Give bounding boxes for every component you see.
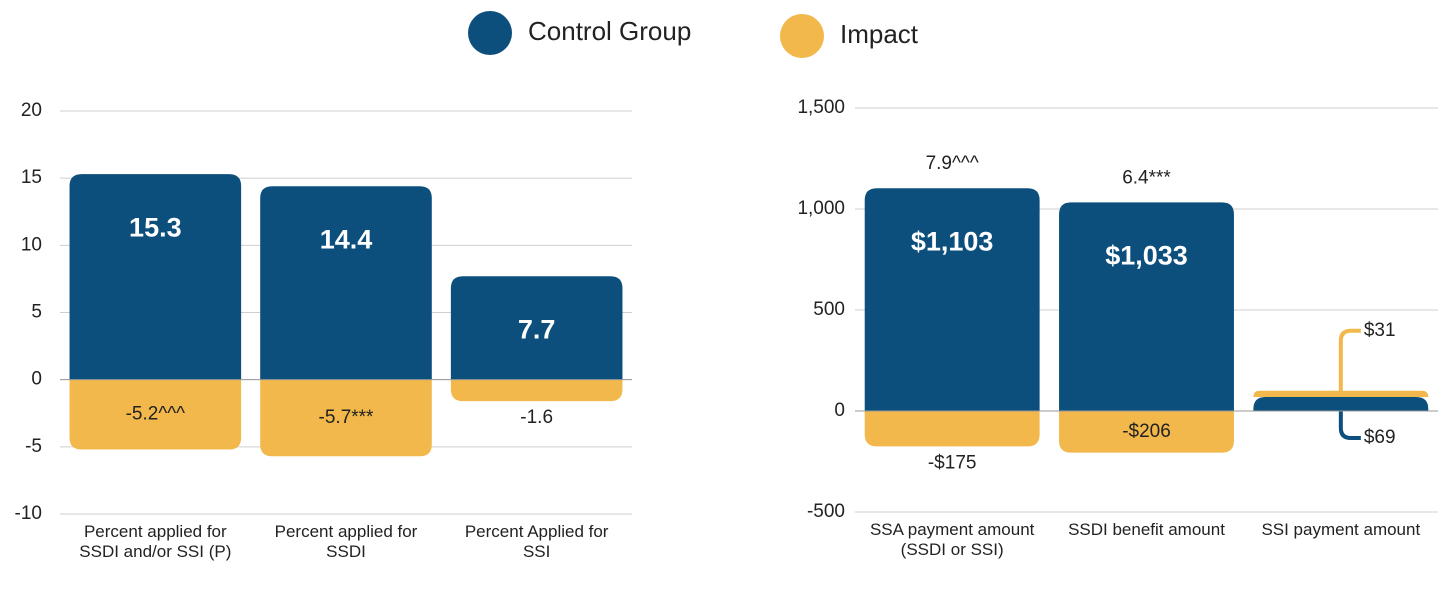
- x-tick-label: Percent applied for SSDI and/or SSI (P): [79, 522, 232, 561]
- value-label: $69: [1364, 427, 1396, 448]
- bar: [69, 379, 242, 450]
- value-label: 15.3: [129, 212, 182, 242]
- legend-label: Control Group: [528, 16, 691, 46]
- y-tick-label: -10: [15, 503, 42, 524]
- x-tick-label: SSDI benefit amount: [1068, 520, 1225, 539]
- x-tick-label: SSA payment amount (SSDI or SSI): [869, 520, 1035, 559]
- bar: [260, 379, 432, 457]
- y-tick-label: 0: [31, 369, 42, 390]
- y-tick-label: 500: [813, 299, 845, 320]
- callout-line: [1338, 328, 1361, 391]
- value-label: -1.6: [520, 407, 553, 428]
- bar: [1253, 397, 1429, 411]
- x-tick-label: SSI payment amount: [1261, 520, 1421, 539]
- bar: [260, 186, 432, 380]
- value-label: $1,103: [911, 226, 994, 256]
- y-tick-label: 0: [834, 400, 845, 421]
- x-tick-label: Percent applied for SSDI: [274, 522, 418, 561]
- legend-swatch: [468, 11, 512, 55]
- x-tick-label: Percent Applied for SSI: [464, 522, 609, 561]
- value-label: 7.7: [518, 314, 556, 344]
- bar: [450, 276, 623, 380]
- legend-label: Impact: [840, 19, 919, 49]
- legend-swatch: [780, 14, 824, 58]
- annotation: 6.4***: [1122, 167, 1171, 188]
- y-tick-label: 20: [21, 100, 42, 121]
- y-tick-label: 10: [21, 234, 42, 255]
- bar: [864, 188, 1040, 411]
- value-label: -5.7***: [319, 407, 375, 428]
- y-tick-label: 1,000: [797, 198, 845, 219]
- value-label: 14.4: [320, 224, 373, 254]
- value-label: -5.2^^^: [126, 404, 186, 425]
- bar: [1059, 411, 1234, 453]
- value-label: $1,033: [1105, 240, 1188, 270]
- y-tick-label: 5: [31, 302, 42, 323]
- callout-line: [1338, 411, 1361, 440]
- bar: [1253, 390, 1429, 398]
- bar: [1059, 202, 1234, 411]
- bar: [864, 411, 1040, 447]
- y-tick-label: 15: [21, 167, 42, 188]
- bar: [450, 379, 623, 402]
- y-tick-label: 1,500: [797, 97, 845, 118]
- value-label: -$175: [928, 452, 977, 473]
- value-label: $31: [1364, 320, 1396, 341]
- annotation: 7.9^^^: [926, 153, 979, 174]
- y-tick-label: -5: [25, 436, 42, 457]
- bar: [69, 174, 242, 380]
- y-tick-label: -500: [807, 501, 845, 522]
- value-label: -$206: [1122, 421, 1171, 442]
